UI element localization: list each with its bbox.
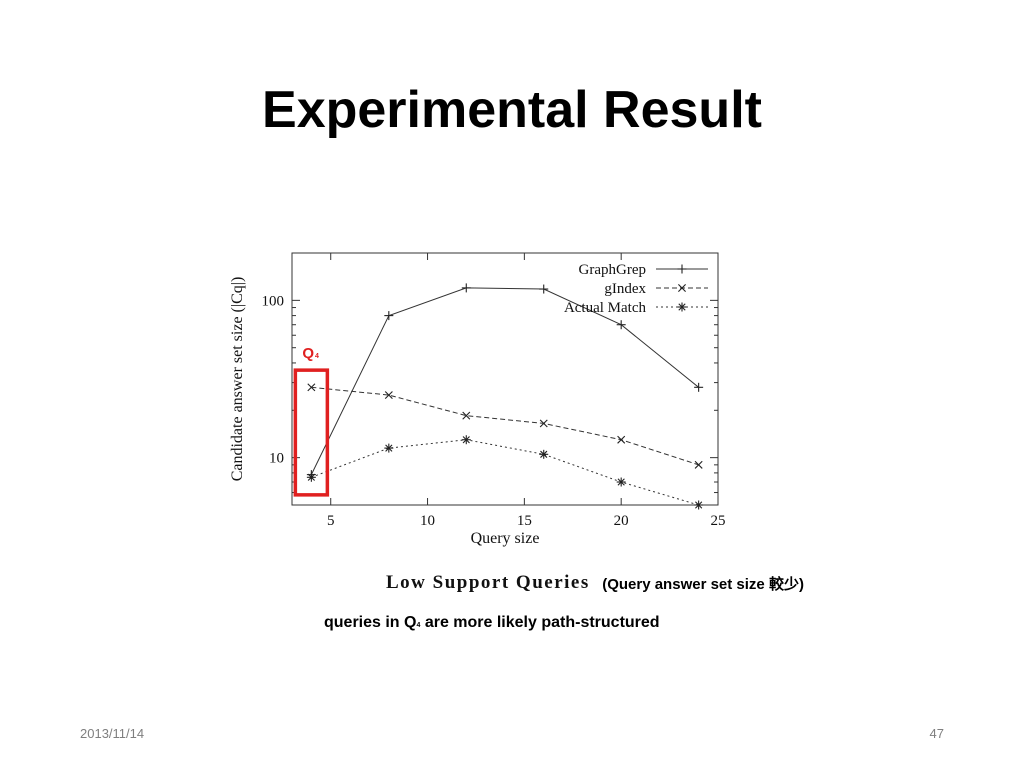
data-point-2 — [306, 472, 316, 482]
chart-caption: Low Support Queries — [386, 572, 590, 593]
data-point-1 — [617, 435, 626, 444]
marker-stroke — [617, 478, 625, 486]
data-point-0 — [461, 283, 471, 293]
marker-stroke — [678, 303, 686, 311]
q4-label-main: Q — [302, 345, 314, 362]
data-point-0 — [539, 284, 549, 294]
caption-note: (Query answer set size 較少) — [602, 575, 804, 593]
legend-label: Actual Match — [564, 300, 647, 316]
marker-stroke — [678, 284, 686, 292]
line-chart: Candidate answer set size (|Cq|) Query s… — [229, 252, 726, 547]
caption-row: Low Support Queries (Query answer set si… — [386, 572, 804, 594]
marker-stroke — [462, 411, 471, 420]
legend-label: gIndex — [604, 281, 646, 297]
marker-stroke — [307, 473, 315, 481]
plot-area: 5 10 15 20 25 10 100 GraphGrep gIndex Actual Matc… — [262, 252, 726, 529]
page-number: 47 — [929, 726, 944, 741]
y-tick-label: 100 — [262, 293, 285, 309]
footer-date: 2013/11/14 — [80, 726, 145, 741]
x-tick-label: 20 — [614, 513, 629, 529]
marker-stroke — [694, 460, 703, 469]
conclusion-note: queries in Q4 are more likely path-struc… — [324, 614, 660, 632]
legend-marker — [677, 264, 687, 274]
data-point-2 — [539, 449, 549, 459]
legend-marker — [677, 302, 687, 312]
data-point-2 — [694, 500, 704, 510]
q4-label: Q4 — [302, 345, 319, 362]
x-tick-label: 10 — [420, 513, 435, 529]
y-axis-label: Candidate answer set size (|Cq|) — [229, 277, 246, 482]
data-point-1 — [694, 460, 703, 469]
data-point-2 — [461, 435, 471, 445]
q4-label-sub: 4 — [315, 353, 319, 360]
legend-label: GraphGrep — [579, 262, 646, 278]
marker-stroke — [462, 436, 470, 444]
x-tick-label: 25 — [711, 513, 726, 529]
y-tick-label: 10 — [269, 451, 284, 467]
x-tick-label: 15 — [517, 513, 532, 529]
q4-highlight-box — [293, 368, 330, 497]
data-point-1 — [462, 411, 471, 420]
data-point-1 — [539, 419, 548, 428]
series-line-0 — [310, 287, 699, 475]
plot-frame — [291, 252, 719, 506]
note-subscript: 4 — [416, 622, 421, 629]
marker-stroke — [384, 391, 393, 400]
data-point-1 — [384, 391, 393, 400]
data-point-0 — [616, 320, 626, 330]
slide-title: Experimental Result — [262, 81, 762, 139]
data-point-0 — [694, 382, 704, 392]
data-point-0 — [384, 311, 394, 321]
note-suffix: are more likely path-structured — [420, 614, 660, 631]
marker-stroke — [307, 383, 316, 392]
x-axis-label: Query size — [471, 530, 540, 547]
data-point-1 — [307, 383, 316, 392]
marker-stroke — [539, 419, 548, 428]
x-tick-label: 5 — [327, 513, 335, 529]
marker-stroke — [695, 501, 703, 509]
data-point-2 — [384, 443, 394, 453]
legend-marker — [678, 284, 686, 292]
data-point-2 — [616, 477, 626, 487]
marker-stroke — [617, 435, 626, 444]
note-prefix: queries in Q — [324, 614, 417, 631]
series-line-2 — [311, 439, 699, 506]
marker-stroke — [385, 444, 393, 452]
marker-stroke — [540, 450, 548, 458]
series-line-1 — [311, 386, 699, 466]
